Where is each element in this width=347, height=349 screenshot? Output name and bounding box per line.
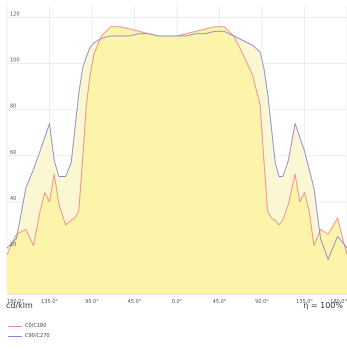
- legend-swatch-c0-c180: [8, 325, 22, 327]
- x-tick-label: 45.0°: [128, 299, 142, 305]
- y-tick-label: 40: [10, 196, 16, 202]
- fill-layer: [7, 26, 347, 295]
- y-tick-label: 60: [10, 150, 16, 156]
- legend: C0/C180 C90/C270: [8, 321, 50, 341]
- y-tick-label: 100: [10, 58, 20, 64]
- tick-layer: 20 40 60 80 100 120 180.0° 135.0° 90.0° 45.0° 0.0°…: [7, 12, 347, 305]
- x-tick-label: 90.0°: [85, 299, 99, 305]
- legend-label: C0/C180: [25, 323, 47, 329]
- y-axis-unit-label: cd/klm: [6, 301, 33, 310]
- efficiency-label: η = 100%: [303, 301, 343, 310]
- y-tick-label: 20: [10, 242, 16, 248]
- x-tick-label: 180.0°: [7, 299, 24, 305]
- x-tick-label: 135.0°: [41, 299, 58, 305]
- lines-layer: [6, 26, 347, 260]
- series-line-1: [6, 30, 347, 260]
- x-tick-label: 45.0°: [213, 299, 227, 305]
- y-tick-label: 120: [10, 12, 20, 18]
- legend-swatch-c90-c270: [8, 335, 22, 337]
- legend-item-c0-c180: C0/C180: [8, 321, 50, 331]
- x-tick-label: 0.0°: [172, 299, 183, 305]
- x-tick-label: 135.0°: [296, 299, 313, 305]
- x-tick-label: 180.0°: [330, 299, 347, 305]
- series-area-0: [7, 26, 347, 295]
- y-tick-label: 80: [10, 104, 16, 110]
- legend-item-c90-c270: C90/C270: [8, 331, 50, 341]
- x-tick-label: 90.0°: [255, 299, 269, 305]
- legend-label: C90/C270: [25, 333, 50, 339]
